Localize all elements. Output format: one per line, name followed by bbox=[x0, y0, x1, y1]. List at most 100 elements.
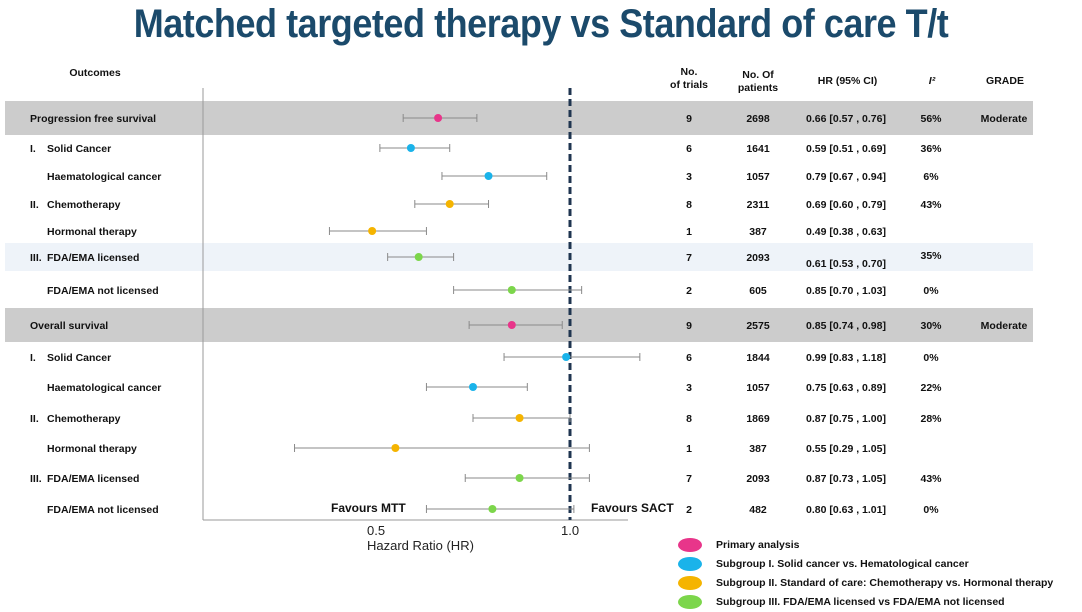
legend-primary-label: Primary analysis bbox=[716, 539, 800, 551]
x-tick-1-0: 1.0 bbox=[561, 523, 580, 538]
trials-value: 9 bbox=[686, 320, 692, 332]
hr-ci-value: 0.87 [0.75 , 1.00] bbox=[806, 413, 886, 425]
i2-value: 28% bbox=[920, 413, 942, 425]
legend-subgroup3-label: Subgroup III. FDA/EMA licensed vs FDA/EM… bbox=[716, 596, 1005, 608]
hr-ci-value: 0.87 [0.73 , 1.05] bbox=[806, 473, 886, 485]
row-prefix: II. bbox=[30, 199, 39, 211]
trials-value: 8 bbox=[686, 199, 692, 211]
hr-ci-value: 0.49 [0.38 , 0.63] bbox=[806, 226, 886, 238]
outcome-label: FDA/EMA licensed bbox=[47, 252, 139, 264]
legend-subgroup1-label: Subgroup I. Solid cancer vs. Hematologic… bbox=[716, 558, 969, 570]
trials-value: 9 bbox=[686, 113, 692, 125]
trials-value: 6 bbox=[686, 143, 692, 155]
point-estimate bbox=[488, 505, 497, 513]
point-estimate bbox=[515, 474, 524, 482]
hr-ci-value: 0.69 [0.60 , 0.79] bbox=[806, 199, 886, 211]
favours-sact-label: Favours SACT bbox=[591, 501, 674, 515]
point-estimate bbox=[507, 321, 516, 329]
header-outcomes: Outcomes bbox=[69, 67, 121, 79]
i2-value: 35% bbox=[920, 250, 942, 262]
trials-value: 7 bbox=[686, 473, 692, 485]
outcome-label: Haematological cancer bbox=[47, 171, 161, 183]
trials-value: 7 bbox=[686, 252, 692, 264]
trials-value: 1 bbox=[686, 226, 692, 238]
point-estimate bbox=[562, 353, 571, 361]
legend-subgroup2: Subgroup II. Standard of care: Chemother… bbox=[678, 575, 1053, 591]
patients-value: 387 bbox=[749, 226, 767, 238]
hr-ci-value: 0.55 [0.29 , 1.05] bbox=[806, 443, 886, 455]
row-band-gray bbox=[5, 101, 1033, 135]
header-patients-line2: patients bbox=[737, 82, 779, 94]
hr-ci-value: 0.75 [0.63 , 0.89] bbox=[806, 382, 886, 394]
x-axis-label: Hazard Ratio (HR) bbox=[367, 538, 474, 553]
hr-ci-value: 0.59 [0.51 , 0.69] bbox=[806, 143, 886, 155]
row-prefix: III. bbox=[30, 252, 42, 264]
trials-value: 3 bbox=[686, 171, 692, 183]
row-band-light bbox=[5, 243, 1033, 271]
row-prefix: III. bbox=[30, 473, 42, 485]
trials-value: 3 bbox=[686, 382, 692, 394]
header-trials: No. of trials bbox=[664, 66, 714, 92]
legend-subgroup1-swatch bbox=[678, 557, 702, 571]
outcome-label: Chemotherapy bbox=[47, 199, 121, 211]
i2-value: 56% bbox=[920, 113, 942, 125]
header-trials-line1: No. bbox=[680, 66, 698, 78]
patients-value: 2093 bbox=[746, 252, 770, 264]
legend-subgroup2-swatch bbox=[678, 576, 702, 590]
grade-value: Moderate bbox=[981, 320, 1028, 332]
patients-value: 482 bbox=[749, 504, 767, 516]
outcome-label: FDA/EMA not licensed bbox=[47, 285, 159, 297]
outcome-label: Chemotherapy bbox=[47, 413, 121, 425]
hr-ci-value: 0.66 [0.57 , 0.76] bbox=[806, 113, 886, 125]
header-grade: GRADE bbox=[986, 75, 1024, 87]
outcome-label: Solid Cancer bbox=[47, 352, 111, 364]
hr-ci-value: 0.80 [0.63 , 1.01] bbox=[806, 504, 886, 516]
outcome-label: FDA/EMA licensed bbox=[47, 473, 139, 485]
i2-value: 6% bbox=[923, 171, 939, 183]
outcome-label: Hormonal therapy bbox=[47, 443, 137, 455]
patients-value: 2311 bbox=[747, 199, 770, 211]
point-estimate bbox=[507, 286, 516, 294]
outcome-label: Haematological cancer bbox=[47, 382, 161, 394]
trials-value: 1 bbox=[686, 443, 692, 455]
point-estimate bbox=[434, 114, 443, 122]
point-estimate bbox=[469, 383, 477, 391]
legend-primary: Primary analysis bbox=[678, 537, 799, 553]
i2-value: 36% bbox=[920, 143, 942, 155]
outcome-label: Solid Cancer bbox=[47, 143, 111, 155]
hr-ci-value: 0.79 [0.67 , 0.94] bbox=[806, 171, 886, 183]
patients-value: 1844 bbox=[746, 352, 770, 364]
row-prefix: II. bbox=[30, 413, 39, 425]
patients-value: 2093 bbox=[746, 473, 770, 485]
patients-value: 387 bbox=[749, 443, 767, 455]
point-estimate bbox=[391, 444, 400, 452]
legend-subgroup1: Subgroup I. Solid cancer vs. Hematologic… bbox=[678, 556, 969, 572]
outcome-label: FDA/EMA not licensed bbox=[47, 504, 159, 516]
patients-value: 605 bbox=[749, 285, 767, 297]
outcome-label: Overall survival bbox=[30, 320, 108, 332]
hr-ci-value: 0.85 [0.74 , 0.98] bbox=[806, 320, 886, 332]
hr-ci-value: 0.85 [0.70 , 1.03] bbox=[806, 285, 886, 297]
point-estimate bbox=[484, 172, 493, 180]
legend-subgroup3: Subgroup III. FDA/EMA licensed vs FDA/EM… bbox=[678, 594, 1005, 610]
i2-value: 43% bbox=[920, 473, 942, 485]
patients-value: 2575 bbox=[746, 320, 770, 332]
legend-primary-swatch bbox=[678, 538, 702, 552]
favours-mtt-label: Favours MTT bbox=[331, 501, 406, 515]
patients-value: 1057 bbox=[746, 171, 770, 183]
patients-value: 1869 bbox=[746, 413, 770, 425]
patients-value: 1641 bbox=[746, 143, 770, 155]
grade-value: Moderate bbox=[981, 113, 1028, 125]
i2-value: 0% bbox=[923, 352, 939, 364]
row-prefix: I. bbox=[30, 352, 36, 364]
legend-subgroup3-swatch bbox=[678, 595, 702, 609]
i2-value: 22% bbox=[920, 382, 942, 394]
patients-value: 1057 bbox=[746, 382, 770, 394]
i2-value: 0% bbox=[923, 285, 939, 297]
header-hr: HR (95% CI) bbox=[817, 75, 878, 87]
i2-value: 0% bbox=[923, 504, 939, 516]
chart-title: Matched targeted therapy vs Standard of … bbox=[133, 2, 949, 46]
header-trials-line2: of trials bbox=[670, 79, 708, 91]
x-tick-0-5: 0.5 bbox=[367, 523, 386, 538]
